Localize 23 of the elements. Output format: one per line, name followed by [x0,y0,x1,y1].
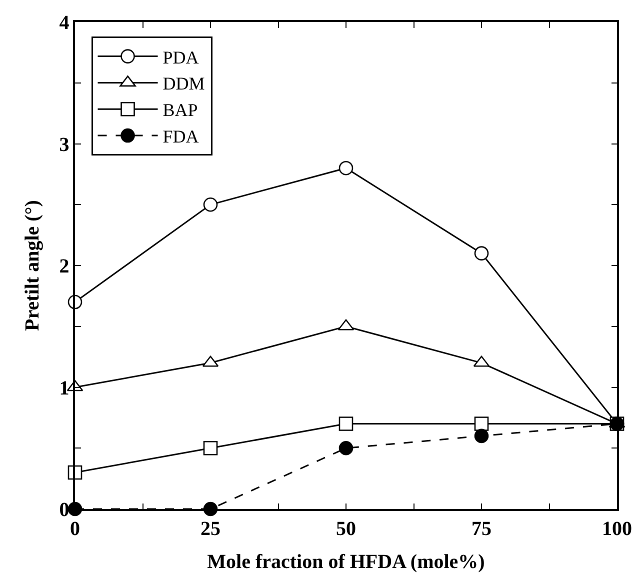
y-axis-title: Pretilt angle (°) [21,200,44,331]
point [338,440,354,456]
x-axis-title: Mole fraction of HFDA (mole%) [207,550,485,573]
point [203,197,218,212]
legend-label: PDA [162,47,199,68]
y-tick-label: 3 [59,134,70,156]
y-tick-label: 2 [59,256,70,278]
point [474,428,489,444]
y-tick-label: 0 [59,499,70,521]
y-tick-label: 1 [59,377,70,400]
x-tick-label: 25 [200,518,220,540]
point [338,416,354,431]
legend-label: DDM [162,74,205,94]
y-tick-label: 4 [59,12,70,34]
point [474,246,489,260]
legend-label: BAP [162,100,198,120]
x-tick-label: 75 [472,518,492,540]
point [338,160,354,176]
point [474,416,489,431]
x-tick-label: 100 [602,518,632,540]
x-tick-label: 50 [336,518,356,540]
legend-label: FDA [162,126,199,147]
point [203,440,218,456]
